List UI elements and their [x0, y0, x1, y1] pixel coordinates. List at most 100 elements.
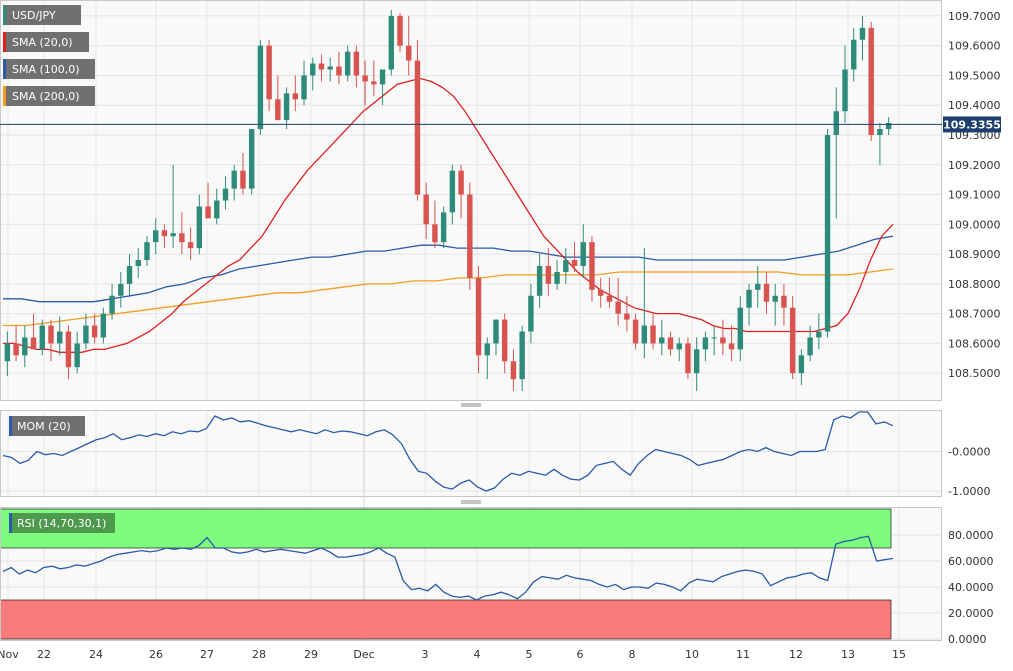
price-tick-label: 109.6000: [948, 40, 1001, 53]
candle-body: [283, 93, 290, 121]
candle: [842, 45, 848, 124]
candle: [161, 224, 168, 249]
candle-body: [48, 325, 54, 344]
candle-body: [868, 27, 874, 135]
legend-sma20-label: SMA (20,0): [12, 36, 73, 49]
candle: [597, 277, 604, 308]
candle-body: [275, 99, 281, 121]
candle-body: [885, 123, 892, 130]
candle: [467, 182, 473, 290]
candle-body: [257, 45, 264, 130]
candle: [371, 60, 377, 97]
rsi-line: [2, 535, 894, 601]
candle: [231, 164, 237, 201]
candle: [388, 9, 394, 76]
legend-sma200[interactable]: SMA (200,0): [3, 86, 95, 106]
candle: [414, 39, 421, 201]
candle: [187, 227, 194, 261]
candle-body: [179, 233, 185, 243]
candle-body: [161, 230, 168, 237]
candle: [327, 57, 333, 82]
candle: [266, 39, 272, 112]
candle-body: [214, 200, 220, 219]
candle: [353, 45, 360, 88]
candle: [283, 87, 290, 130]
legend-sma100[interactable]: SMA (100,0): [3, 59, 95, 79]
legend-symbol-label: USD/JPY: [12, 9, 56, 22]
candle: [4, 331, 11, 377]
candle: [144, 236, 150, 266]
candle: [711, 325, 717, 356]
candle: [580, 224, 586, 278]
candle: [798, 349, 805, 386]
candle-body: [458, 170, 464, 195]
legend-mom[interactable]: MOM (20): [9, 416, 85, 436]
candle-body: [423, 194, 429, 225]
candle-body: [650, 325, 656, 344]
candle: [48, 319, 54, 362]
candle: [615, 277, 621, 326]
candle-body: [248, 129, 255, 189]
x-tick-label: 8: [629, 648, 636, 661]
legend-symbol[interactable]: USD/JPY: [3, 5, 81, 25]
candle-body: [30, 337, 37, 350]
rsi-oversold-zone: [0, 599, 892, 640]
candle: [789, 295, 796, 380]
candle-body: [755, 283, 761, 290]
candle: [824, 129, 831, 338]
candle-body: [4, 343, 11, 362]
candle: [135, 248, 141, 278]
candle: [571, 242, 578, 272]
candle: [807, 325, 813, 362]
candle: [859, 15, 866, 61]
candle-body: [397, 15, 403, 46]
candle-body: [685, 343, 691, 374]
candle-body: [624, 313, 630, 320]
mom-panel-border: [0, 410, 942, 497]
candle: [362, 60, 368, 106]
x-tick-label: 29: [304, 648, 318, 661]
x-tick-label: Nov: [0, 648, 19, 661]
candle-body: [502, 319, 508, 362]
x-tick-label: 5: [526, 648, 533, 661]
candle-body: [763, 283, 770, 302]
candle: [851, 27, 857, 82]
rsi-tick-label: 20.0000: [948, 607, 994, 620]
rsi-panel-border: [0, 507, 942, 641]
price-tick-label: 109.4000: [948, 99, 1001, 112]
candle: [170, 164, 176, 249]
candle-body: [205, 206, 211, 219]
sma100-line: [3, 235, 894, 303]
candle-body: [91, 325, 98, 338]
price-tick-label: 108.8000: [948, 278, 1001, 291]
price-tick-label: 108.6000: [948, 337, 1001, 350]
candle-body: [13, 343, 19, 356]
candle-body: [39, 325, 45, 350]
x-tick-label: 3: [422, 648, 429, 661]
candle: [755, 266, 761, 308]
current-price-label: 109.3355: [943, 118, 1001, 131]
candle-body: [781, 295, 787, 308]
rsi-zones: [0, 508, 892, 640]
candle: [606, 277, 613, 308]
candle: [65, 325, 72, 380]
price-tick-label: 109.0000: [948, 218, 1001, 231]
legend-rsi[interactable]: RSI (14,70,30,1): [9, 513, 115, 533]
candle: [91, 313, 98, 344]
candle-body: [344, 51, 351, 76]
legend-rsi-label: RSI (14,70,30,1): [17, 517, 106, 530]
resize-handle-lower[interactable]: [461, 500, 481, 504]
x-tick-label: 10: [685, 648, 699, 661]
candle: [57, 316, 63, 356]
legend-sma20[interactable]: SMA (20,0): [3, 32, 89, 52]
rsi-overbought-zone: [0, 508, 892, 549]
candle-body: [877, 129, 883, 135]
candle-body: [170, 233, 176, 237]
x-tick-label: 24: [89, 648, 103, 661]
legend-mom-label: MOM (20): [17, 420, 71, 433]
candle-body: [693, 349, 700, 374]
candle-body: [842, 69, 848, 112]
resize-handle-upper[interactable]: [461, 403, 481, 407]
candle: [74, 331, 80, 374]
price-tick-label: 109.7000: [948, 10, 1001, 23]
